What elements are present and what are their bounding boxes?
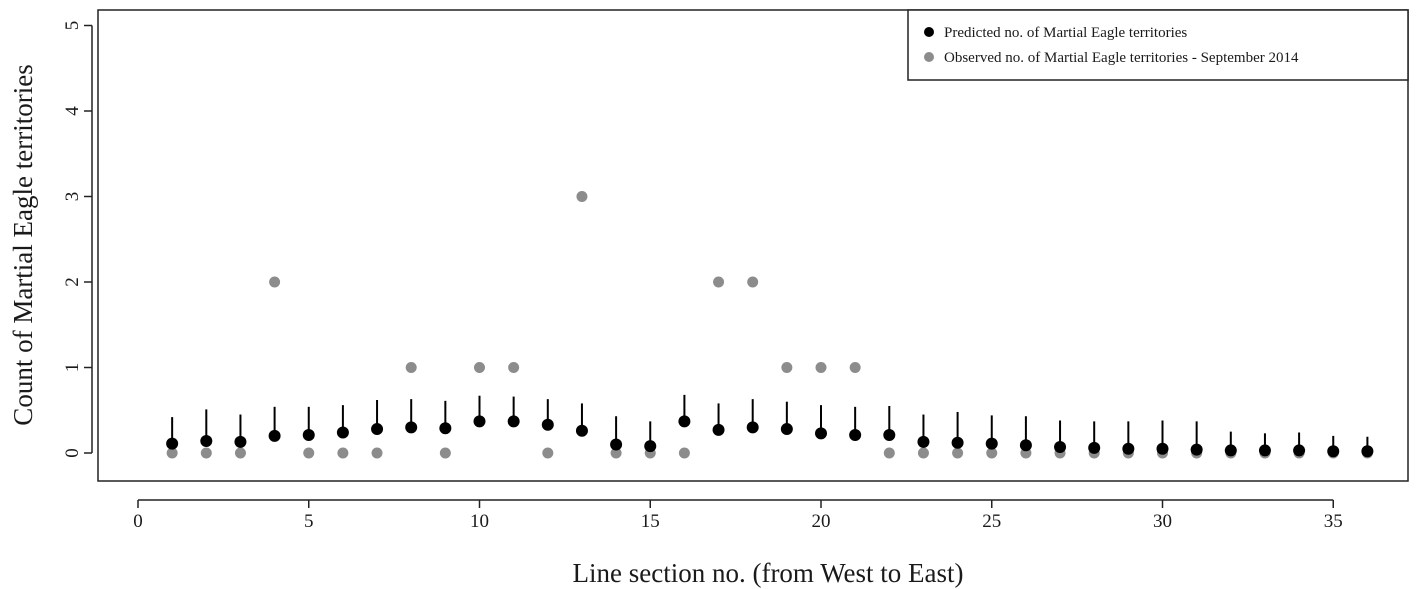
- predicted-point: [1088, 441, 1101, 454]
- predicted-point: [1019, 439, 1032, 452]
- predicted-point: [712, 423, 725, 436]
- x-tick-label: 25: [982, 511, 1001, 532]
- legend-box: [907, 9, 1409, 81]
- observed-point: [234, 447, 246, 459]
- observed-point: [781, 362, 793, 373]
- observed-point: [474, 362, 485, 373]
- y-tick-label: 1: [62, 363, 83, 373]
- x-tick-label: 20: [812, 511, 831, 532]
- y-axis-title: Count of Martial Eagle territories: [8, 64, 38, 425]
- predicted-point: [1054, 441, 1067, 454]
- predicted-point: [302, 429, 315, 442]
- observed-point: [542, 447, 554, 459]
- observed-point: [166, 447, 178, 459]
- error-bars: [171, 394, 1369, 452]
- observed-point: [747, 276, 759, 288]
- predicted-point: [507, 415, 520, 428]
- y-tick-label: 2: [62, 277, 83, 287]
- predicted-point: [1293, 444, 1306, 457]
- observed-point: [917, 447, 929, 459]
- predicted-point: [780, 423, 793, 436]
- observed-point: [986, 447, 998, 459]
- legend: Predicted no. of Martial Eagle territori…: [907, 9, 1409, 81]
- predicted-point: [1258, 444, 1271, 457]
- legend-label-observed: Observed no. of Martial Eagle territorie…: [944, 50, 1299, 66]
- x-tick-label: 5: [304, 511, 314, 532]
- observed-point: [713, 276, 725, 288]
- observed-point: [678, 447, 690, 459]
- predicted-point: [336, 426, 349, 439]
- predicted-point: [883, 429, 896, 442]
- x-axis: 0 5 10 15 20 25 30 35: [133, 499, 1343, 532]
- predicted-point: [439, 422, 452, 435]
- x-tick-label: 15: [641, 511, 660, 532]
- predicted-point: [575, 424, 588, 437]
- observed-point: [405, 362, 417, 373]
- predicted-point: [473, 415, 486, 428]
- predicted-point: [1156, 442, 1169, 455]
- x-tick-label: 30: [1153, 511, 1172, 532]
- predicted-point: [234, 435, 247, 448]
- observed-point: [815, 362, 827, 373]
- predicted-point: [541, 418, 554, 431]
- predicted-point: [405, 421, 418, 434]
- legend-marker-observed: [924, 52, 934, 62]
- x-tick-label: 0: [133, 511, 143, 532]
- predicted-point: [985, 437, 998, 450]
- y-tick-label: 4: [62, 106, 83, 116]
- observed-point: [883, 447, 895, 459]
- predicted-point: [268, 429, 281, 442]
- predicted-point: [1327, 445, 1340, 458]
- observed-point: [849, 362, 861, 373]
- y-tick-label: 3: [62, 192, 83, 202]
- y-axis: 0 1 2 3 4 5: [62, 21, 93, 458]
- x-tick-label: 35: [1324, 511, 1343, 532]
- observed-point: [508, 362, 520, 373]
- plot-area-frame: [97, 9, 1409, 482]
- predicted-point: [1224, 444, 1237, 457]
- predicted-point: [815, 427, 827, 440]
- predicted-point: [166, 437, 179, 450]
- predicted-point: [917, 435, 930, 448]
- data-points: [166, 191, 1374, 459]
- predicted-point: [678, 415, 691, 428]
- observed-point: [576, 191, 588, 202]
- observed-point: [371, 447, 383, 459]
- x-axis-title: Line section no. (from West to East): [573, 558, 964, 588]
- predicted-point: [371, 423, 384, 436]
- predicted-point: [951, 436, 964, 449]
- predicted-point: [644, 440, 657, 453]
- observed-point: [610, 447, 622, 459]
- observed-point: [439, 447, 451, 459]
- predicted-point: [746, 421, 759, 434]
- observed-point: [337, 447, 349, 459]
- predicted-point: [1122, 442, 1135, 455]
- predicted-point: [849, 429, 862, 442]
- observed-point: [303, 447, 315, 459]
- predicted-point: [1190, 443, 1203, 456]
- legend-marker-predicted: [924, 27, 934, 37]
- predicted-point: [200, 435, 213, 448]
- observed-point: [952, 447, 964, 459]
- y-tick-label: 0: [62, 448, 83, 458]
- predicted-point: [610, 438, 623, 451]
- observed-point: [200, 447, 212, 459]
- legend-label-predicted: Predicted no. of Martial Eagle territori…: [944, 25, 1187, 41]
- x-tick-label: 10: [470, 511, 489, 532]
- y-tick-label: 5: [62, 21, 83, 31]
- observed-point: [269, 276, 281, 288]
- predicted-point: [1361, 445, 1374, 458]
